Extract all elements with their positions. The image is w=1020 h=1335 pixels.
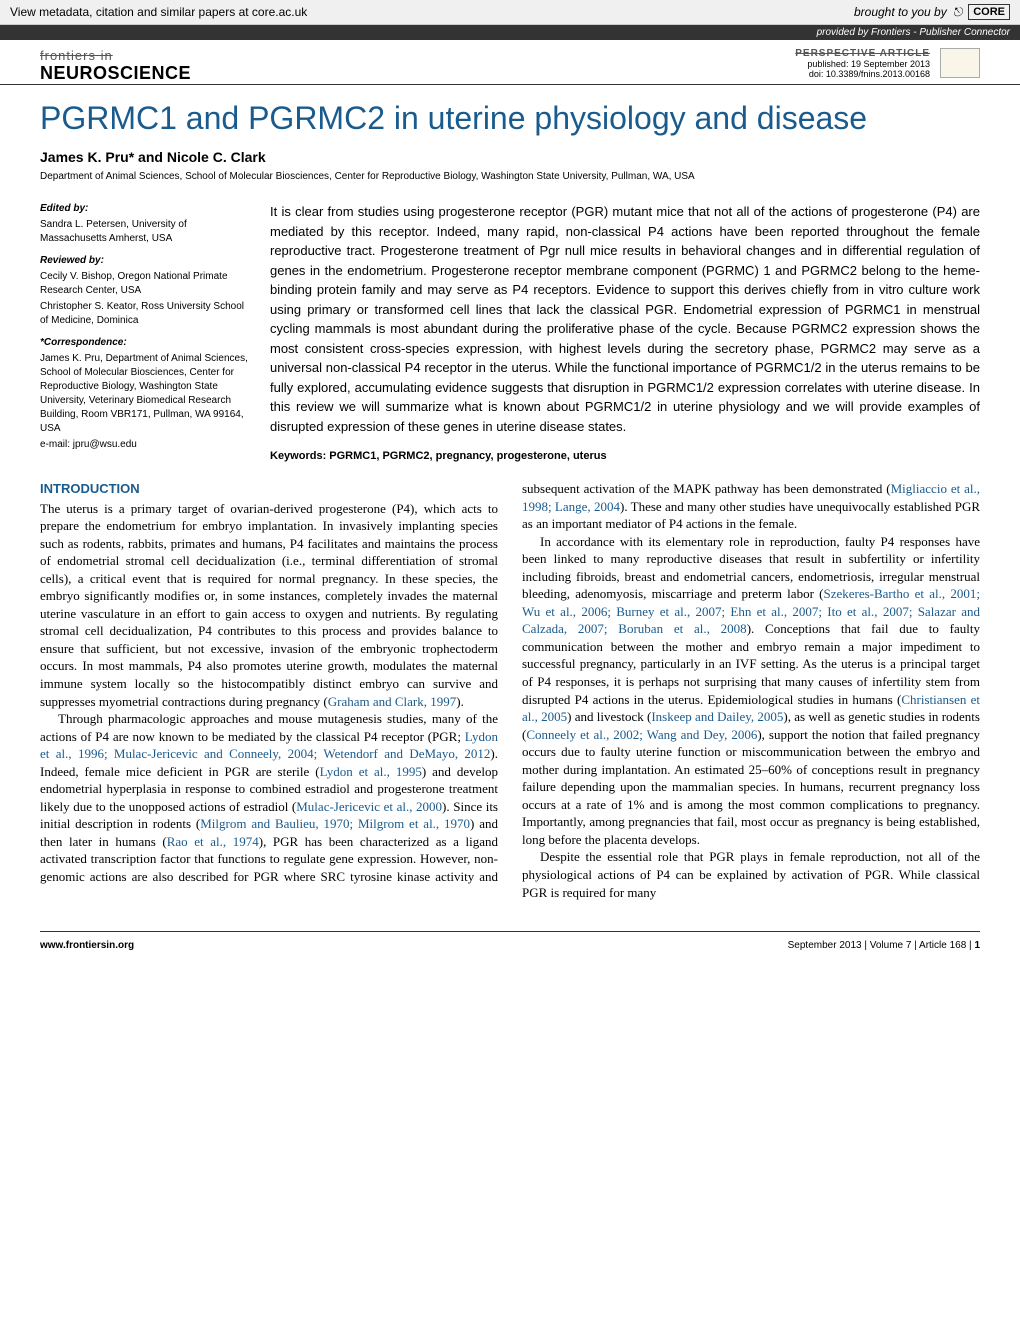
body-para-3: In accordance with its elementary role i…	[522, 533, 980, 849]
article-header: frontiers in NEUROSCIENCE PERSPECTIVE AR…	[0, 40, 1020, 85]
edited-by: Sandra L. Petersen, University of Massac…	[40, 218, 250, 246]
body-text: INTRODUCTION The uterus is a primary tar…	[40, 480, 980, 901]
article-title: PGRMC1 and PGRMC2 in uterine physiology …	[40, 100, 980, 137]
footer-citation: September 2013 | Volume 7 | Article 168 …	[788, 940, 980, 951]
footer-url[interactable]: www.frontiersin.org	[40, 940, 134, 951]
authors: James K. Pru* and Nicole C. Clark	[40, 149, 980, 165]
affiliation: Department of Animal Sciences, School of…	[40, 171, 980, 182]
header-stamp-icon	[940, 48, 980, 78]
metadata-bar: View metadata, citation and similar pape…	[0, 0, 1020, 25]
journal-top: frontiers in	[40, 48, 191, 63]
editorial-sidebar: Edited by: Sandra L. Petersen, Universit…	[40, 202, 250, 462]
provided-bar: provided by Frontiers - Publisher Connec…	[0, 25, 1020, 40]
core-logo[interactable]: CORE	[968, 4, 1010, 20]
abstract: It is clear from studies using progester…	[270, 202, 980, 436]
keywords: Keywords: PGRMC1, PGRMC2, pregnancy, pro…	[270, 450, 980, 462]
article-type: PERSPECTIVE ARTICLE	[795, 48, 930, 59]
body-para-1: The uterus is a primary target of ovaria…	[40, 500, 498, 711]
provided-text: provided by Frontiers - Publisher Connec…	[817, 27, 1010, 38]
reviewed-by-1: Cecily V. Bishop, Oregon National Primat…	[40, 270, 250, 298]
brought-label: brought to you by	[854, 5, 947, 19]
published-date: published: 19 September 2013	[795, 59, 930, 69]
correspondence-heading: *Correspondence:	[40, 336, 250, 350]
intro-heading: INTRODUCTION	[40, 480, 498, 498]
edited-by-heading: Edited by:	[40, 202, 250, 216]
metadata-text[interactable]: View metadata, citation and similar pape…	[10, 5, 307, 19]
core-icon: ⎋	[953, 5, 963, 20]
correspondence: James K. Pru, Department of Animal Scien…	[40, 352, 250, 436]
correspondence-email: e-mail: jpru@wsu.edu	[40, 438, 250, 452]
page-footer: www.frontiersin.org September 2013 | Vol…	[40, 931, 980, 971]
reviewed-by-heading: Reviewed by:	[40, 254, 250, 268]
body-para-4: Despite the essential role that PGR play…	[522, 848, 980, 901]
reviewed-by-2: Christopher S. Keator, Ross University S…	[40, 300, 250, 328]
journal-name: NEUROSCIENCE	[40, 63, 191, 84]
doi: doi: 10.3389/fnins.2013.00168	[795, 69, 930, 79]
